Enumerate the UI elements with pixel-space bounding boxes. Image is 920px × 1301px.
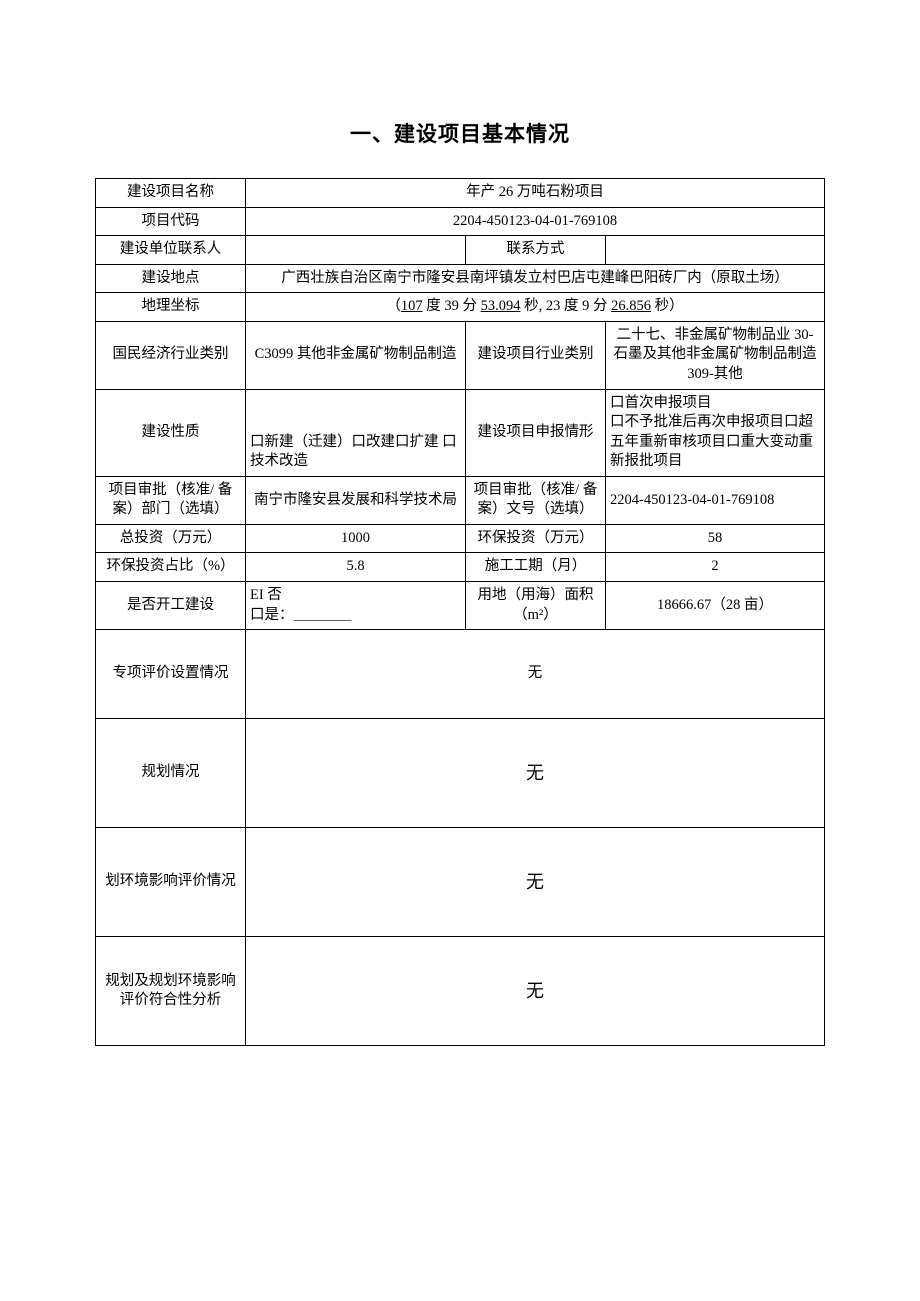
value-coords: （107 度 39 分 53.094 秒, 23 度 9 分 26.856 秒） [246, 293, 825, 322]
label-special: 专项评价设置情况 [96, 630, 246, 719]
label-approval: 项目审批（核准/ 备案）部门（选填） [96, 476, 246, 524]
value-project-code: 2204-450123-04-01-769108 [246, 207, 825, 236]
value-approval2: 2204-450123-04-01-769108 [606, 476, 825, 524]
value-invest2: 58 [606, 524, 825, 553]
label-start: 是否开工建设 [96, 582, 246, 630]
basic-info-table: 建设项目名称 年产 26 万吨石粉项目 项目代码 2204-450123-04-… [95, 178, 825, 1046]
page: 一、建设项目基本情况 建设项目名称 年产 26 万吨石粉项目 项目代码 2204… [0, 0, 920, 1146]
value-invest: 1000 [246, 524, 466, 553]
coord-deg1: 107 [401, 298, 423, 314]
table-row: 建设项目名称 年产 26 万吨石粉项目 [96, 179, 825, 208]
coord-sec2: 26.856 [611, 298, 651, 314]
table-row: 地理坐标 （107 度 39 分 53.094 秒, 23 度 9 分 26.8… [96, 293, 825, 322]
label-project-code: 项目代码 [96, 207, 246, 236]
value-start: EI 否 口是：＿＿＿＿ [246, 582, 466, 630]
label-conform: 规划及规划环境影响评价符合性分析 [96, 937, 246, 1046]
table-row: 总投资（万元） 1000 环保投资（万元） 58 [96, 524, 825, 553]
table-row: 建设性质 口新建（迁建）口改建口扩建 口技术改造 建设项目申报情形 口首次申报项… [96, 389, 825, 476]
label-nature2: 建设项目申报情形 [466, 389, 606, 476]
coord-sec1: 53.094 [481, 298, 521, 314]
value-industry: C3099 其他非金属矿物制品制造 [246, 321, 466, 389]
table-row: 划环境影响评价情况 无 [96, 828, 825, 937]
label-ratio: 环保投资占比（%） [96, 553, 246, 582]
label-start2: 用地（用海）面积（m²） [466, 582, 606, 630]
label-invest: 总投资（万元） [96, 524, 246, 553]
table-row: 是否开工建设 EI 否 口是：＿＿＿＿ 用地（用海）面积（m²） 18666.6… [96, 582, 825, 630]
value-contact [246, 236, 466, 265]
value-special: 无 [246, 630, 825, 719]
value-contact-phone [606, 236, 825, 265]
label-approval2: 项目审批（核准/ 备案）文号（选填） [466, 476, 606, 524]
label-ratio2: 施工工期（月） [466, 553, 606, 582]
section-title: 一、建设项目基本情况 [95, 118, 825, 148]
table-row: 项目审批（核准/ 备案）部门（选填） 南宁市隆安县发展和科学技术局 项目审批（核… [96, 476, 825, 524]
label-industry: 国民经济行业类别 [96, 321, 246, 389]
value-start2: 18666.67（28 亩） [606, 582, 825, 630]
label-industry2: 建设项目行业类别 [466, 321, 606, 389]
label-invest2: 环保投资（万元） [466, 524, 606, 553]
value-industry2: 二十七、非金属矿物制品业 30-石墨及其他非金属矿物制品制造 309-其他 [606, 321, 825, 389]
table-row: 专项评价设置情况 无 [96, 630, 825, 719]
value-envplan: 无 [246, 828, 825, 937]
value-plan: 无 [246, 719, 825, 828]
coord-min2: 9 [582, 298, 589, 314]
value-ratio2: 2 [606, 553, 825, 582]
label-coords: 地理坐标 [96, 293, 246, 322]
label-nature: 建设性质 [96, 389, 246, 476]
label-plan: 规划情况 [96, 719, 246, 828]
value-project-name: 年产 26 万吨石粉项目 [246, 179, 825, 208]
coord-deg2: 23 [546, 298, 561, 314]
value-approval: 南宁市隆安县发展和科学技术局 [246, 476, 466, 524]
table-row: 规划情况 无 [96, 719, 825, 828]
label-contact-phone: 联系方式 [466, 236, 606, 265]
label-envplan: 划环境影响评价情况 [96, 828, 246, 937]
table-row: 规划及规划环境影响评价符合性分析 无 [96, 937, 825, 1046]
value-conform: 无 [246, 937, 825, 1046]
label-project-name: 建设项目名称 [96, 179, 246, 208]
table-row: 国民经济行业类别 C3099 其他非金属矿物制品制造 建设项目行业类别 二十七、… [96, 321, 825, 389]
table-row: 项目代码 2204-450123-04-01-769108 [96, 207, 825, 236]
label-location: 建设地点 [96, 264, 246, 293]
value-ratio: 5.8 [246, 553, 466, 582]
table-row: 建设地点 广西壮族自治区南宁市隆安县南坪镇发立村巴店屯建峰巴阳砖厂内（原取土场） [96, 264, 825, 293]
coord-min1: 39 [444, 298, 459, 314]
table-row: 建设单位联系人 联系方式 [96, 236, 825, 265]
table-row: 环保投资占比（%） 5.8 施工工期（月） 2 [96, 553, 825, 582]
value-nature: 口新建（迁建）口改建口扩建 口技术改造 [246, 389, 466, 476]
value-nature2: 口首次申报项目 口不予批准后再次申报项目口超五年重新审核项目口重大变动重新报批项… [606, 389, 825, 476]
value-location: 广西壮族自治区南宁市隆安县南坪镇发立村巴店屯建峰巴阳砖厂内（原取土场） [246, 264, 825, 293]
label-contact: 建设单位联系人 [96, 236, 246, 265]
